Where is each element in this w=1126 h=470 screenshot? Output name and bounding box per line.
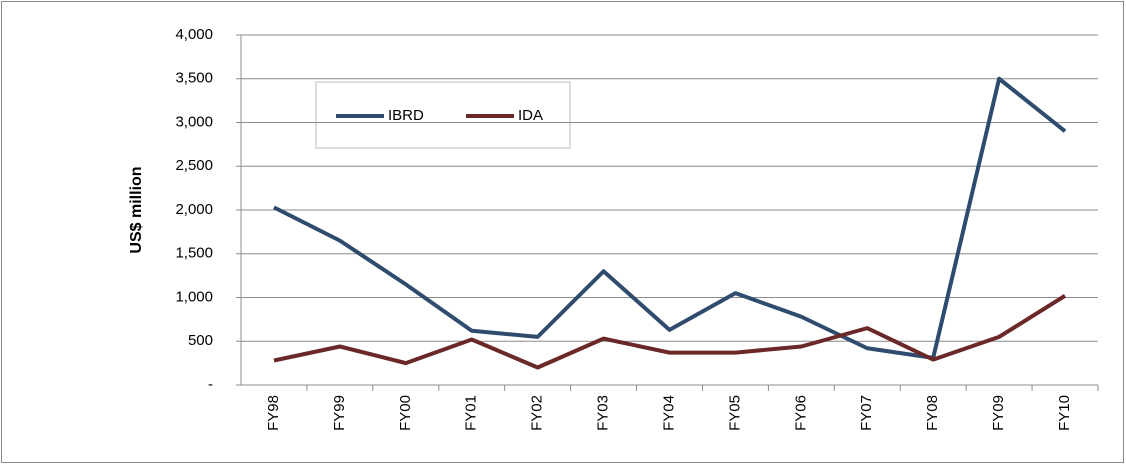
x-tick-label: FY03 (595, 395, 612, 431)
x-tick-label: FY02 (529, 395, 546, 431)
x-tick-label: FY98 (265, 395, 282, 431)
x-tick-label: FY07 (858, 395, 875, 431)
y-tick-label: 3,500 (175, 70, 213, 87)
y-tick-label: 2,000 (175, 201, 213, 218)
x-tick-label: FY05 (726, 395, 743, 431)
y-tick-label: 2,500 (175, 157, 213, 174)
x-tick-label: FY10 (1056, 395, 1073, 431)
x-tick-label: FY01 (463, 395, 480, 431)
x-tick-label: FY09 (990, 395, 1007, 431)
x-tick-label: FY04 (660, 395, 677, 431)
x-tick-label: FY08 (924, 395, 941, 431)
y-tick-label: 1,000 (175, 288, 213, 305)
y-tick-label: 500 (188, 332, 213, 349)
legend-label: IDA (518, 107, 543, 124)
y-tick-label: 1,500 (175, 245, 213, 262)
x-tick-label: FY99 (331, 395, 348, 431)
x-tick-label: FY06 (792, 395, 809, 431)
y-tick-label: - (208, 376, 213, 393)
x-tick-label: FY00 (397, 395, 414, 431)
y-axis-label: US$ million (128, 166, 145, 253)
legend-label: IBRD (388, 107, 424, 124)
series-line (273, 294, 1067, 370)
y-tick-label: 4,000 (175, 26, 213, 43)
y-tick-label: 3,000 (175, 113, 213, 130)
